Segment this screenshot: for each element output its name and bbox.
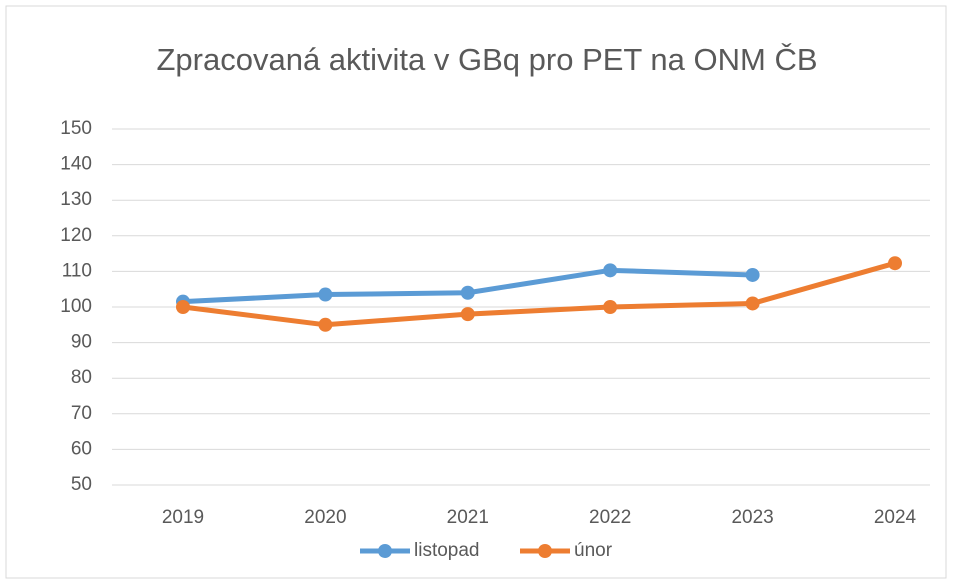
series-marker bbox=[176, 300, 190, 314]
series-line bbox=[180, 260, 898, 328]
y-tick-label: 100 bbox=[60, 296, 92, 317]
series-marker bbox=[603, 300, 618, 314]
x-tick-label: 2023 bbox=[731, 507, 773, 528]
y-tick-label: 140 bbox=[60, 154, 92, 175]
legend-marker bbox=[538, 544, 552, 558]
x-tick-label: 2020 bbox=[304, 507, 346, 528]
y-tick-label: 60 bbox=[71, 438, 92, 459]
legend-marker bbox=[378, 544, 392, 558]
x-tick-label: 2021 bbox=[447, 507, 489, 528]
y-tick-label: 80 bbox=[71, 367, 92, 388]
series-marker bbox=[460, 285, 475, 300]
series-marker bbox=[318, 317, 333, 332]
x-tick-label: 2019 bbox=[162, 507, 204, 528]
y-tick-label: 90 bbox=[71, 332, 92, 353]
y-tick-label: 150 bbox=[60, 118, 92, 139]
series-marker bbox=[318, 287, 333, 302]
y-tick-label: 50 bbox=[71, 474, 92, 495]
series-marker bbox=[603, 263, 618, 278]
legend-label: únor bbox=[574, 540, 613, 561]
y-tick-label: 70 bbox=[71, 403, 92, 424]
series-marker bbox=[745, 296, 760, 311]
y-tick-label: 120 bbox=[60, 225, 92, 246]
y-tick-label: 110 bbox=[62, 260, 92, 281]
series-marker bbox=[745, 267, 760, 282]
y-tick-label: 130 bbox=[60, 189, 92, 210]
chart-title: Zpracovaná aktivita v GBq pro PET na ONM… bbox=[156, 42, 817, 77]
legend-label: listopad bbox=[414, 540, 480, 561]
x-tick-label: 2022 bbox=[589, 507, 631, 528]
x-tick-label: 2024 bbox=[874, 507, 917, 528]
series-marker bbox=[460, 307, 475, 322]
series-marker bbox=[888, 256, 902, 271]
